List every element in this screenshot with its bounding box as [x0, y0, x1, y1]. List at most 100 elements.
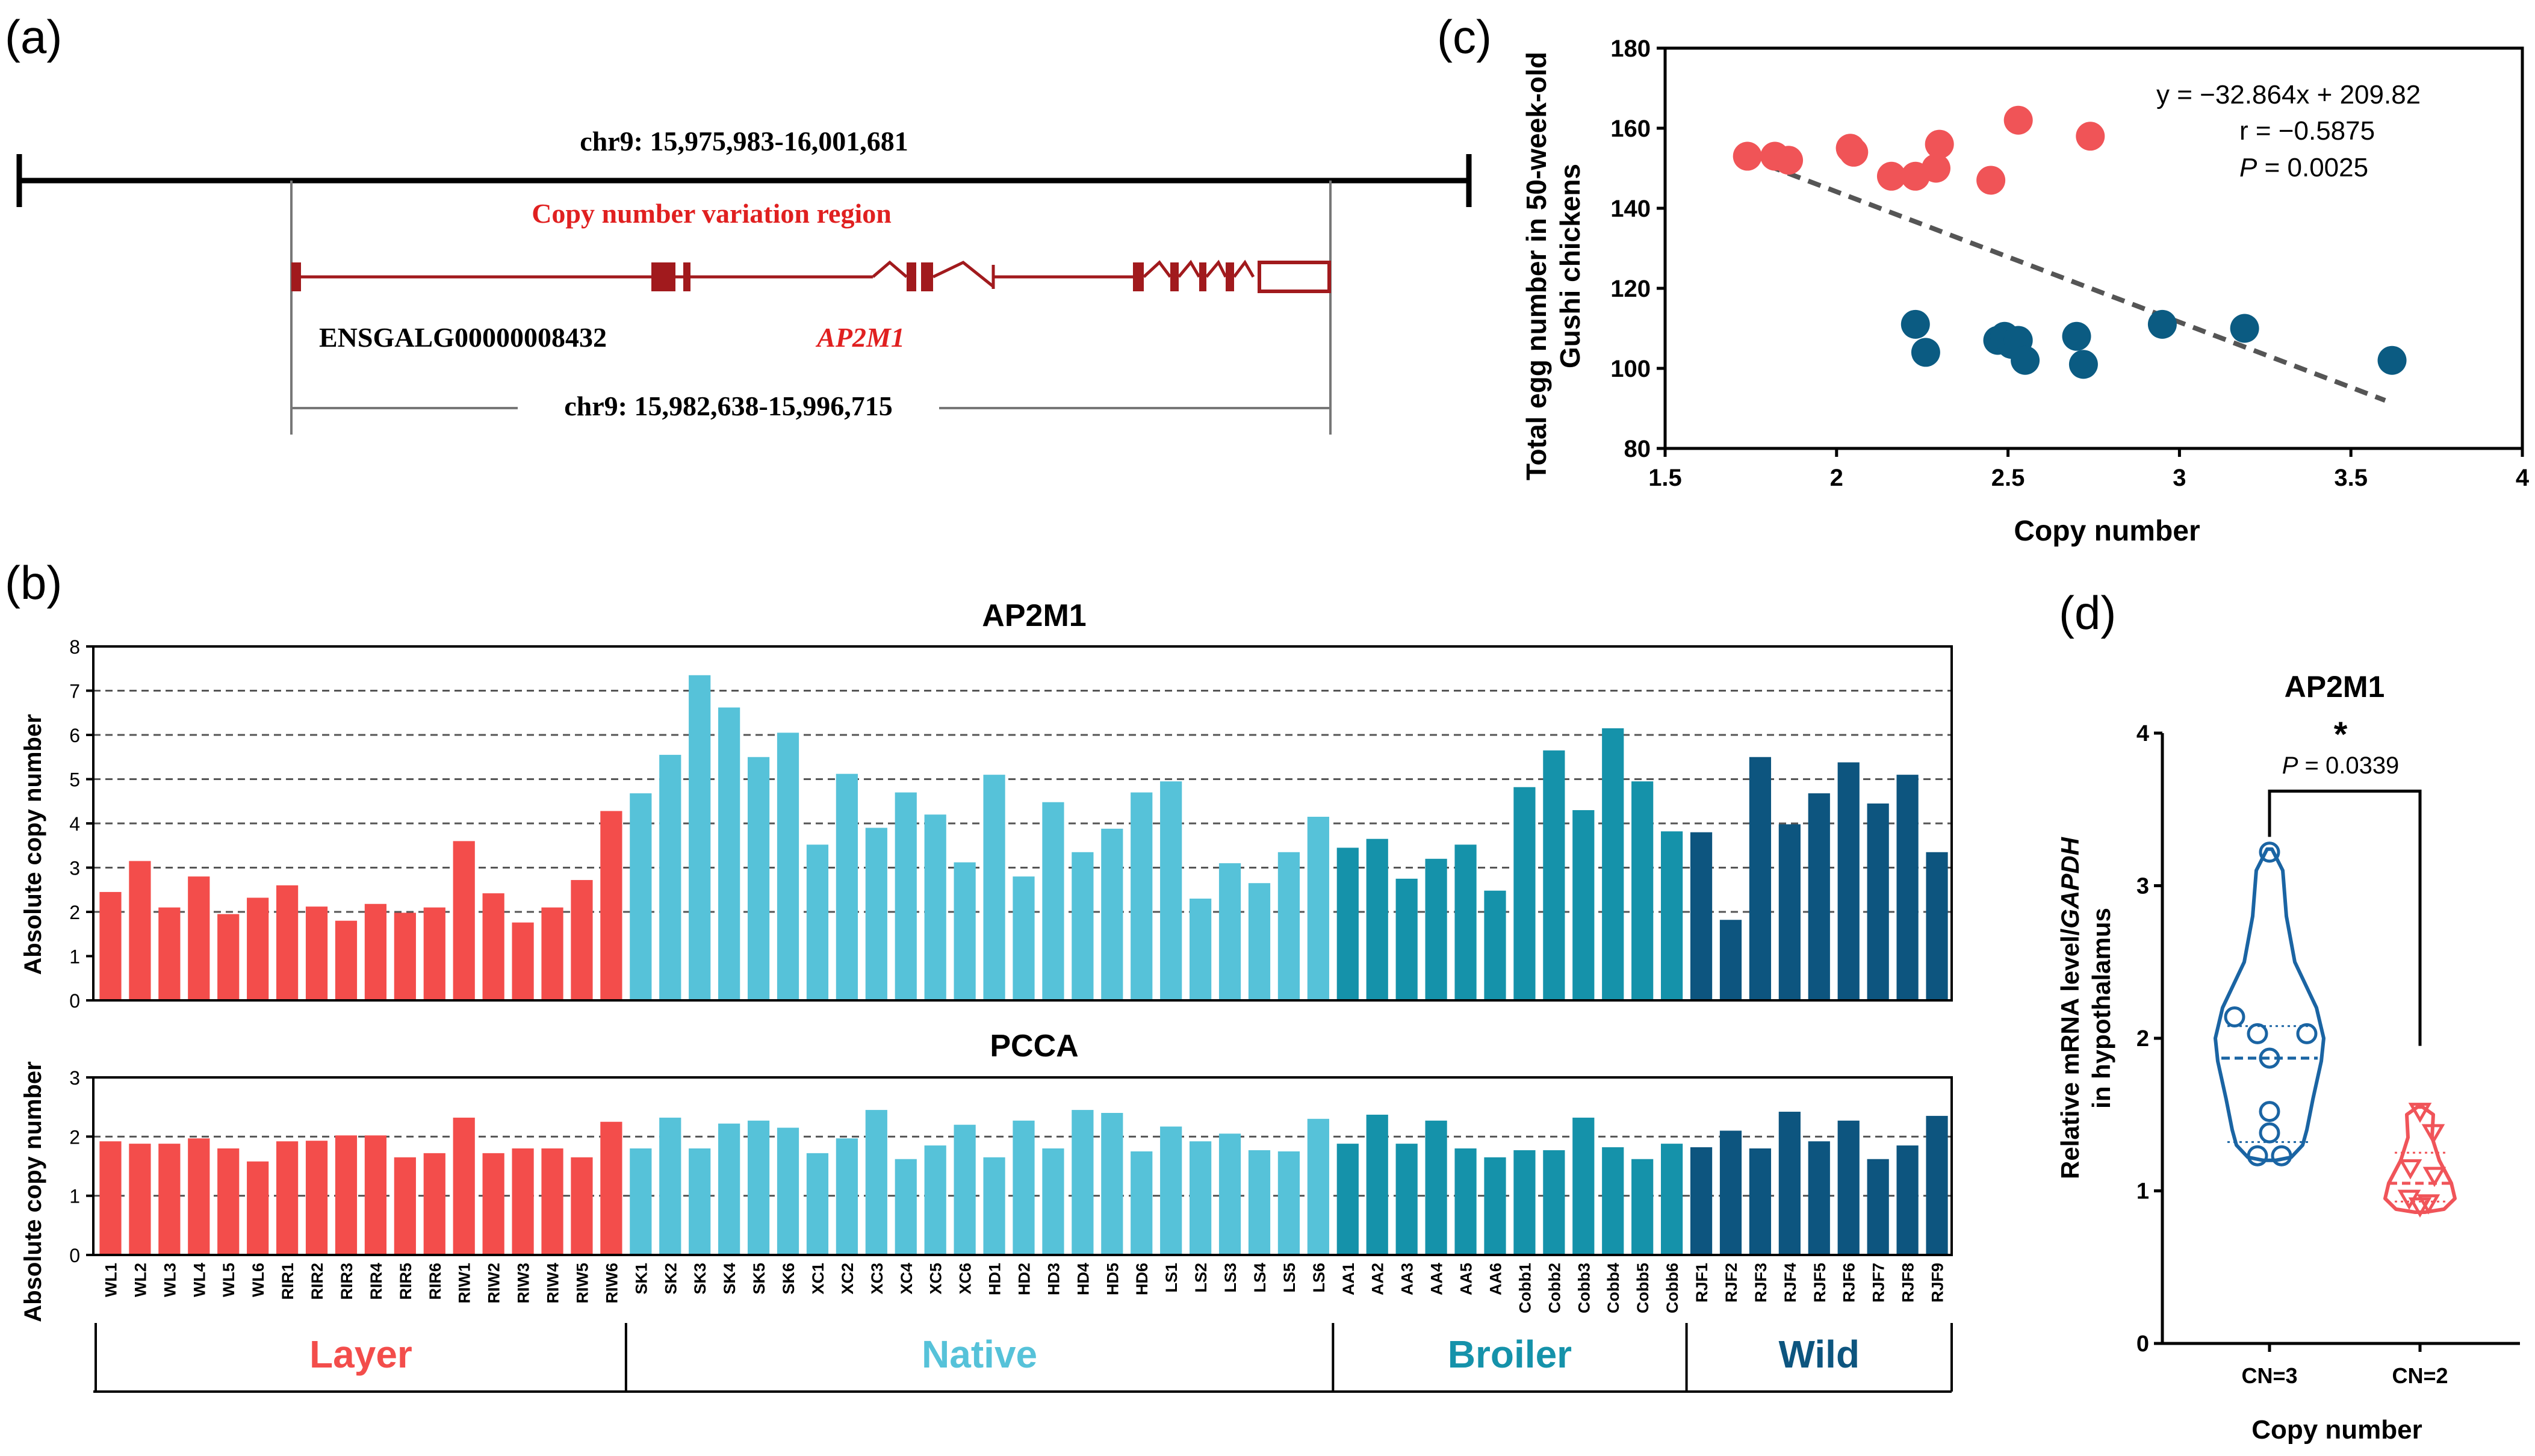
violin-plot: AP2M1 0 1 2 3 4 CN=3 CN=2 Relative mRNA level/… [2056, 670, 2520, 1445]
bar-LS5 [1277, 852, 1300, 1000]
x-tick-label: RIR3 [338, 1263, 356, 1300]
bar-SK2 [659, 1117, 681, 1255]
bar-LS2 [1190, 1141, 1212, 1255]
bar-AA6 [1484, 890, 1506, 1000]
scatter-x-axis-label: Copy number [2014, 515, 2200, 547]
exon [1133, 262, 1144, 291]
pcca-bar-title: PCCA [990, 1029, 1078, 1064]
x-tick-label: XC2 [839, 1263, 857, 1295]
bar-WL1 [99, 1141, 122, 1255]
x-tick-label: XC5 [927, 1263, 945, 1295]
x-tick-label: RJF4 [1781, 1263, 1799, 1303]
bar-RJF3 [1749, 1148, 1772, 1255]
x-tick-label: WL1 [102, 1263, 120, 1297]
bar-RIR5 [394, 1157, 416, 1255]
bar-HD1 [983, 775, 1005, 1000]
x-tick-label: Cobb2 [1545, 1263, 1563, 1313]
bar-LS6 [1307, 816, 1329, 1000]
data-point-cn2 [2422, 1166, 2447, 1188]
ap2m1-bar-title: AP2M1 [982, 598, 1086, 633]
scatter-point-high [2003, 105, 2033, 135]
bar-LS4 [1248, 1150, 1271, 1255]
bar-AA2 [1366, 1114, 1388, 1255]
bar-RIR2 [305, 906, 328, 1000]
bar-RIW4 [541, 907, 563, 1000]
bar-LS3 [1218, 1133, 1241, 1255]
group-label-broiler: Broiler [1448, 1333, 1572, 1376]
bar-RJF3 [1749, 757, 1772, 1000]
exon [291, 262, 301, 291]
violin-y-axis-label-line1: Relative mRNA level/GAPDH [2056, 836, 2084, 1179]
bar-HD5 [1101, 1113, 1123, 1255]
y-tick-label: 3 [69, 1067, 80, 1089]
bar-RIW3 [512, 1148, 534, 1255]
bar-RIR3 [335, 920, 358, 1000]
scatter-point-high [2076, 122, 2105, 151]
y-tick-label: 80 [1624, 436, 1651, 462]
y-tick-label: 2 [69, 1126, 80, 1148]
scatter-point-low [2062, 321, 2091, 351]
x-tick-label: XC4 [898, 1263, 916, 1295]
bar-RIR4 [364, 903, 387, 1000]
utr-box [1258, 261, 1331, 293]
significance-star: * [2334, 715, 2348, 754]
bar-RJF1 [1690, 832, 1713, 1000]
violin-x-axis-label: Copy number [2251, 1415, 2422, 1445]
bar-HD2 [1013, 1120, 1035, 1255]
violin-p-value: P = 0.0339 [2282, 752, 2400, 779]
x-tick-label: RJF7 [1870, 1263, 1888, 1303]
bar-WL6 [247, 1161, 269, 1255]
bar-LS4 [1248, 883, 1271, 1000]
y-tick-label: 3 [69, 858, 80, 879]
data-point-cn2 [2421, 1124, 2445, 1145]
x-tick-label: HD4 [1074, 1263, 1092, 1295]
bar-SK5 [747, 1120, 770, 1255]
scatter-point-low [2011, 345, 2040, 375]
x-tick-label: 2 [1830, 465, 1843, 491]
x-tick-label: HD5 [1103, 1263, 1122, 1295]
x-tick-label: LS5 [1280, 1263, 1299, 1293]
bar-Cobb4 [1602, 728, 1624, 1000]
x-tick-label: HD6 [1133, 1263, 1151, 1295]
y-tick-label: 0 [2136, 1331, 2149, 1357]
bar-LS1 [1160, 781, 1182, 1000]
bar-RIR4 [364, 1135, 387, 1255]
x-tick-label: HD3 [1044, 1263, 1063, 1295]
gene-range-label: chr9: 15,982,638-15,996,715 [564, 391, 893, 421]
bar-HD4 [1072, 852, 1094, 1000]
x-tick-label: HD1 [986, 1263, 1004, 1295]
y-tick-label: 1 [69, 946, 80, 968]
scatter-point-high [1976, 166, 2006, 195]
bar-SK5 [747, 757, 770, 1000]
bar-HD4 [1072, 1110, 1094, 1255]
x-tick-label: Cobb6 [1663, 1263, 1681, 1313]
x-tick-label: WL5 [220, 1263, 238, 1297]
bar-XC2 [836, 1138, 858, 1255]
bar-RIW2 [482, 893, 504, 1000]
bar-RIW3 [512, 922, 534, 1000]
group-label-wild: Wild [1779, 1333, 1860, 1376]
x-tick-label: Cobb3 [1575, 1263, 1593, 1313]
exon [1170, 262, 1179, 291]
bar-XC1 [806, 844, 829, 1000]
violin-y-axis-label-line2: in hypothalamus [2087, 908, 2115, 1109]
x-tick-label: RIW6 [603, 1263, 621, 1304]
data-point-cn3 [2259, 1122, 2280, 1144]
bar-Cobb6 [1660, 831, 1683, 1000]
cnv-region-label: Copy number variation region [532, 198, 892, 229]
bar-RIW6 [600, 811, 622, 1000]
y-tick-label: 6 [69, 725, 80, 746]
bar-XC5 [924, 1145, 946, 1255]
significance-bracket [2268, 789, 2422, 1046]
x-tick-label: WL2 [131, 1263, 149, 1297]
scatter-point-high [1839, 137, 1869, 167]
bar-RJF6 [1837, 762, 1860, 1000]
x-tick-label: RIR2 [308, 1263, 326, 1300]
bar-RJF7 [1867, 803, 1889, 1000]
data-point-cn3 [2296, 1023, 2318, 1044]
exon [1199, 262, 1206, 291]
bar-RIW1 [453, 841, 475, 1000]
bar-AA6 [1484, 1157, 1506, 1255]
bar-RJF6 [1837, 1120, 1860, 1255]
